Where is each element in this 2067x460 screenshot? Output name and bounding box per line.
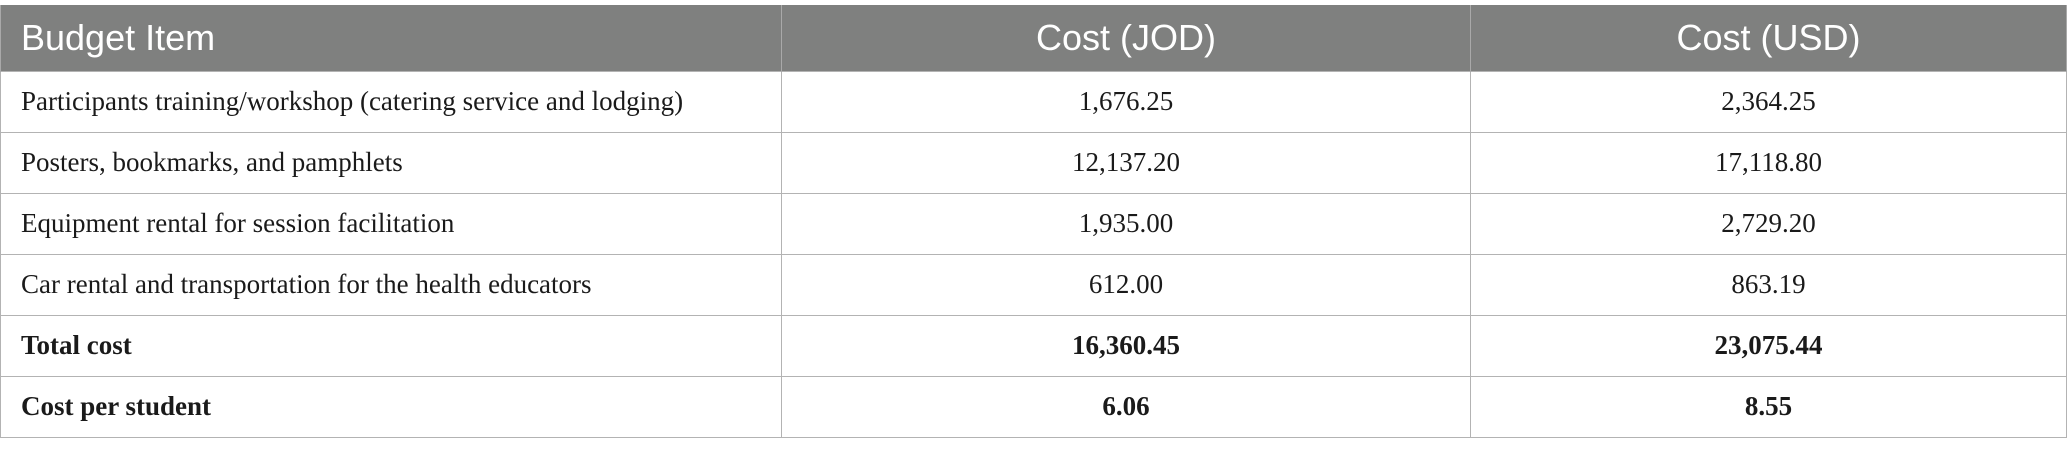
cell-budget-item: Car rental and transportation for the he… [0, 253, 782, 316]
cell-cost-jod: 1,935.00 [781, 192, 1471, 255]
cost-per-student-row: Cost per student 6.06 8.55 [0, 375, 2067, 438]
cell-cost-jod: 1,676.25 [781, 70, 1471, 133]
cell-cost-usd: 8.55 [1470, 375, 2067, 438]
cell-cost-usd: 17,118.80 [1470, 131, 2067, 194]
cell-cost-jod: 6.06 [781, 375, 1471, 438]
table-row: Posters, bookmarks, and pamphlets 12,137… [0, 131, 2067, 194]
total-cost-row: Total cost 16,360.45 23,075.44 [0, 314, 2067, 377]
header-cost-usd: Cost (USD) [1470, 5, 2067, 71]
table-row: Car rental and transportation for the he… [0, 253, 2067, 316]
budget-table: Budget Item Cost (JOD) Cost (USD) Partic… [0, 5, 2067, 438]
table-row: Equipment rental for session facilitatio… [0, 192, 2067, 255]
header-cost-jod: Cost (JOD) [781, 5, 1471, 71]
cell-cost-usd: 2,729.20 [1470, 192, 2067, 255]
table-row: Participants training/workshop (catering… [0, 70, 2067, 133]
cell-budget-item: Posters, bookmarks, and pamphlets [0, 131, 782, 194]
cell-cost-jod: 612.00 [781, 253, 1471, 316]
cell-cost-jod: 16,360.45 [781, 314, 1471, 377]
cell-budget-item: Total cost [0, 314, 782, 377]
cell-cost-usd: 23,075.44 [1470, 314, 2067, 377]
cell-cost-usd: 2,364.25 [1470, 70, 2067, 133]
header-budget-item: Budget Item [0, 5, 782, 71]
cell-budget-item: Participants training/workshop (catering… [0, 70, 782, 133]
cell-budget-item: Equipment rental for session facilitatio… [0, 192, 782, 255]
cell-cost-jod: 12,137.20 [781, 131, 1471, 194]
table-header-row: Budget Item Cost (JOD) Cost (USD) [0, 5, 2067, 71]
cell-cost-usd: 863.19 [1470, 253, 2067, 316]
cell-budget-item: Cost per student [0, 375, 782, 438]
budget-table-container: Budget Item Cost (JOD) Cost (USD) Partic… [0, 5, 2067, 438]
